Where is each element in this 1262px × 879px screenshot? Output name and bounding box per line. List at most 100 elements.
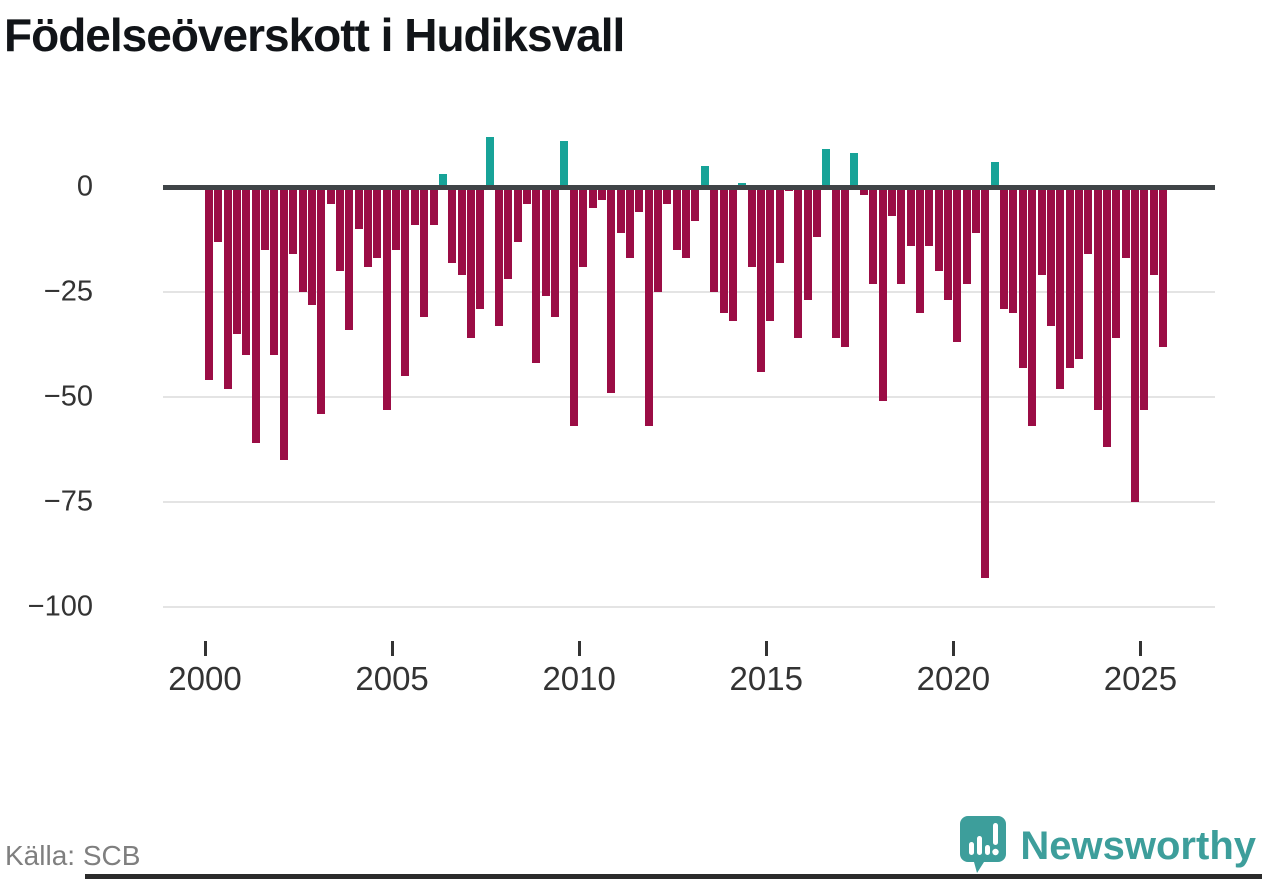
bar-2010Q3 [597, 187, 606, 200]
bar-2021Q1 [990, 161, 999, 187]
chart-title: Födelseöverskott i Hudiksvall [4, 9, 625, 61]
bar-2015Q2 [775, 187, 784, 263]
bar-2008Q1 [504, 187, 513, 280]
bar-2000Q1 [205, 187, 213, 381]
bar-2020Q3 [972, 187, 981, 234]
bar-2023Q3 [1084, 187, 1093, 255]
bar-2015Q1 [766, 187, 775, 322]
bar-2012Q4 [682, 187, 691, 259]
bar-2010Q2 [588, 187, 597, 208]
bar-2025Q3 [1159, 187, 1168, 347]
bar-2014Q4 [756, 187, 765, 372]
bar-2012Q2 [663, 187, 672, 204]
bar-2008Q4 [532, 187, 541, 364]
bar-2018Q2 [887, 187, 896, 217]
bar-2009Q1 [541, 187, 550, 297]
bar-2024Q4 [1131, 187, 1140, 502]
bar-2011Q3 [635, 187, 644, 213]
bar-2011Q2 [625, 187, 634, 259]
bar-2025Q2 [1149, 187, 1158, 276]
bar-2013Q2 [700, 166, 709, 187]
bar-2009Q4 [569, 187, 578, 427]
bar-2007Q3 [485, 136, 494, 187]
y-axis-label: −75 [43, 485, 93, 518]
x-axis-tick [390, 641, 394, 656]
bar-2016Q1 [803, 187, 812, 301]
bar-2002Q2 [289, 187, 298, 255]
bar-2006Q1 [429, 187, 438, 225]
bar-2019Q3 [934, 187, 943, 271]
x-axis-zero-line [163, 184, 1215, 190]
gridline [163, 606, 1215, 608]
x-axis-tick [764, 641, 768, 656]
source-label: Källa: SCB [5, 840, 141, 871]
bar-2002Q1 [279, 187, 288, 460]
bar-2001Q3 [261, 187, 270, 250]
bar-2021Q2 [1000, 187, 1009, 309]
bar-2008Q2 [513, 187, 522, 242]
bar-2010Q4 [607, 187, 616, 393]
bar-2006Q2 [438, 174, 447, 187]
bar-2020Q1 [953, 187, 962, 343]
y-axis-label: 0 [76, 170, 93, 203]
x-axis-tick [951, 641, 955, 656]
bar-2006Q3 [448, 187, 457, 263]
bar-2014Q3 [747, 187, 756, 267]
bar-2005Q4 [420, 187, 429, 318]
bar-2015Q4 [794, 187, 803, 339]
gridline [163, 501, 1215, 503]
bar-2010Q1 [579, 187, 588, 267]
x-axis-label: 2000 [168, 660, 242, 697]
bar-2007Q4 [494, 187, 503, 326]
bar-2016Q3 [822, 149, 831, 187]
bar-2018Q4 [906, 187, 915, 246]
bar-2007Q1 [466, 187, 475, 339]
bar-2003Q3 [335, 187, 344, 271]
y-axis-label: −100 [27, 590, 93, 623]
bar-2021Q4 [1018, 187, 1027, 368]
bar-2020Q2 [962, 187, 971, 284]
x-axis-tick [1138, 641, 1142, 656]
bar-2011Q1 [616, 187, 625, 234]
x-axis-tick [577, 641, 581, 656]
x-axis-tick [203, 641, 207, 656]
x-axis-label: 2025 [1103, 660, 1178, 697]
bar-2022Q4 [1056, 187, 1065, 389]
bar-2004Q2 [364, 187, 373, 267]
bar-2017Q1 [841, 187, 850, 347]
brand-lockup: Newsworthy [958, 814, 1256, 879]
y-axis-label: −50 [43, 380, 93, 413]
bar-2003Q1 [317, 187, 326, 414]
bar-2003Q2 [326, 187, 335, 204]
bar-2018Q1 [878, 187, 887, 402]
bar-2005Q3 [410, 187, 419, 225]
bar-2012Q3 [672, 187, 681, 250]
bar-2007Q2 [476, 187, 485, 309]
bar-2024Q2 [1112, 187, 1121, 339]
bar-2004Q1 [354, 187, 363, 229]
bar-2003Q4 [345, 187, 354, 330]
x-axis-label: 2020 [916, 660, 991, 697]
progress-strip [85, 874, 1262, 879]
x-axis-label: 2015 [729, 660, 803, 697]
bar-2001Q2 [251, 187, 260, 444]
y-axis-label: −25 [43, 275, 93, 308]
gridline [163, 291, 1215, 293]
bar-2001Q1 [242, 187, 251, 355]
bar-2009Q2 [551, 187, 560, 318]
bar-2022Q2 [1037, 187, 1046, 276]
bar-2005Q1 [392, 187, 401, 250]
bar-2019Q1 [915, 187, 924, 313]
bar-2000Q2 [214, 187, 223, 242]
bar-2024Q1 [1103, 187, 1112, 448]
bar-2008Q3 [523, 187, 532, 204]
bar-2000Q3 [223, 187, 232, 389]
bar-2020Q4 [981, 187, 990, 578]
bar-2006Q4 [457, 187, 466, 276]
newsworthy-pin-barchart-icon [958, 814, 1008, 879]
bar-2012Q1 [654, 187, 663, 292]
bar-2004Q4 [382, 187, 391, 410]
bar-2013Q4 [719, 187, 728, 313]
bar-2025Q1 [1140, 187, 1149, 410]
